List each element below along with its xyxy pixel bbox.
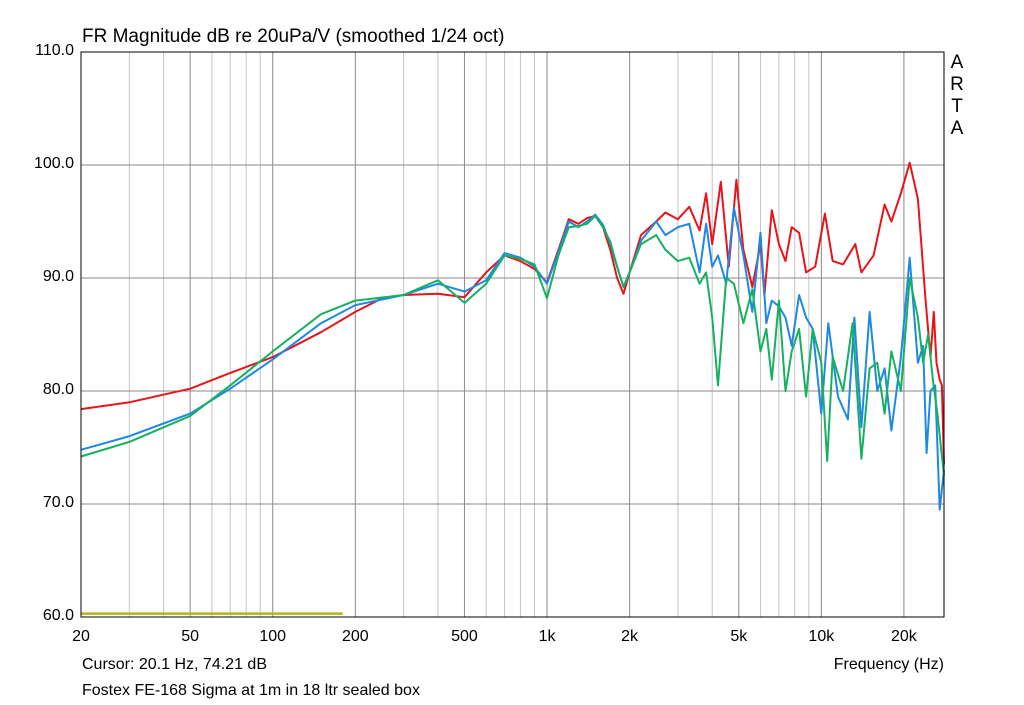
brand-letter: T xyxy=(951,96,963,117)
y-tick-label: 100.0 xyxy=(33,155,74,172)
x-tick-label: 100 xyxy=(259,628,287,645)
series-line-1 xyxy=(80,161,945,465)
chart-caption: Fostex FE-168 Sigma at 1m in 18 ltr seal… xyxy=(82,682,420,699)
arta-brand: A R T A xyxy=(949,52,965,140)
brand-letter: A xyxy=(950,118,964,139)
x-tick-label: 1k xyxy=(538,628,556,645)
x-tick-label: 10k xyxy=(808,628,835,645)
x-tick-label: 5k xyxy=(730,628,748,645)
y-tick-label: 90.0 xyxy=(42,268,74,285)
x-axis-label: Frequency (Hz) xyxy=(833,656,944,673)
brand-letter: R xyxy=(950,74,964,95)
y-tick-label: 110.0 xyxy=(35,42,74,59)
brand-letter: A xyxy=(950,52,964,73)
x-tick-label: 500 xyxy=(451,628,478,645)
x-tick-label: 50 xyxy=(181,628,200,645)
series-line-3 xyxy=(80,214,945,476)
x-tick-label: 200 xyxy=(341,628,369,645)
y-tick-label: 70.0 xyxy=(42,494,74,511)
series-line-2 xyxy=(80,206,945,511)
chart-series xyxy=(80,161,945,615)
x-tick-label: 2k xyxy=(621,628,639,645)
cursor-readout: Cursor: 20.1 Hz, 74.21 dB xyxy=(82,656,267,673)
y-tick-label: 60.0 xyxy=(42,607,74,624)
x-tick-label: 20k xyxy=(891,628,917,645)
x-tick-label: 20 xyxy=(72,628,90,645)
chart-grid xyxy=(81,52,944,617)
chart-title: FR Magnitude dB re 20uPa/V (smoothed 1/2… xyxy=(82,26,505,47)
y-tick-label: 80.0 xyxy=(42,381,74,398)
plot-frame xyxy=(80,51,945,618)
